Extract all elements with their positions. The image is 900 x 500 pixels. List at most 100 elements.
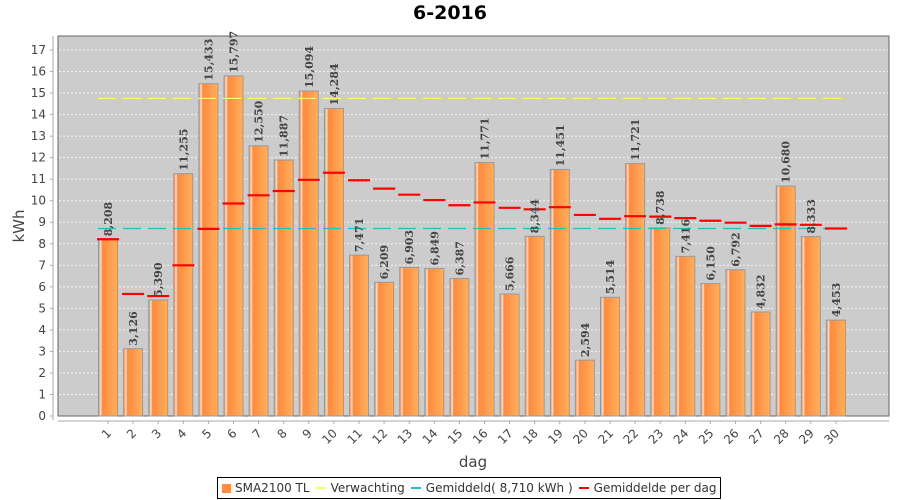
bar-value-label: 11,451 <box>554 124 567 166</box>
bar <box>700 283 721 417</box>
y-axis-label: kWh <box>10 209 28 242</box>
bar <box>298 90 319 417</box>
legend-label: Verwachting <box>330 481 405 495</box>
bar <box>198 83 219 417</box>
x-tick-label: 15 <box>445 426 466 447</box>
bar <box>750 311 771 417</box>
reference-lines <box>98 97 848 230</box>
x-tick-label: 6 <box>224 426 239 441</box>
x-tick-label: 13 <box>395 426 416 447</box>
x-tick-label: 10 <box>319 426 340 447</box>
y-tick-label: 13 <box>31 129 46 143</box>
y-tick-label: 7 <box>38 258 46 272</box>
y-tick-label: 0 <box>38 409 46 423</box>
bar-value-label: 6,209 <box>378 245 391 279</box>
x-tick-label: 25 <box>696 426 717 447</box>
legend-label: Gemiddelde per dag <box>593 481 717 495</box>
y-tick-label: 15 <box>31 86 46 100</box>
y-tick-label: 8 <box>38 237 46 251</box>
bar-value-label: 15,433 <box>202 39 215 81</box>
x-tick-label: 19 <box>545 426 566 447</box>
bar-value-label: 8,738 <box>654 190 667 225</box>
y-tick-label: 16 <box>31 65 46 79</box>
bar-value-label: 5,666 <box>504 256 517 291</box>
x-tick-label: 4 <box>174 426 189 441</box>
daily-average-markers <box>97 171 847 298</box>
bar <box>499 293 520 417</box>
bar <box>549 168 570 417</box>
bar-value-label: 12,550 <box>253 100 266 142</box>
bar <box>123 348 144 417</box>
y-tick-label: 11 <box>31 172 46 186</box>
bar-value-label: 8,333 <box>805 199 818 233</box>
y-tick-label: 5 <box>38 301 46 315</box>
legend-swatch-line <box>315 487 326 489</box>
x-tick-label: 24 <box>671 426 692 447</box>
bar <box>323 107 344 417</box>
bar <box>449 277 470 417</box>
bar <box>474 162 495 417</box>
bar-value-label: 15,797 <box>228 31 241 73</box>
y-tick-label: 17 <box>31 43 46 57</box>
x-tick-label: 9 <box>300 426 315 441</box>
bar <box>399 266 420 417</box>
bar-value-label: 6,849 <box>428 231 441 265</box>
bar <box>650 227 671 417</box>
x-tick-label: 20 <box>570 426 591 447</box>
bar-value-label: 5,514 <box>604 259 617 294</box>
bar <box>524 235 545 417</box>
legend: SMA2100 TL Verwachting Gemiddeld( 8,710 kW… <box>217 477 722 499</box>
legend-item: Gemiddeld( 8,710 kWh ) <box>410 481 573 495</box>
x-tick-label: 14 <box>420 426 441 447</box>
bar-value-label: 2,594 <box>579 322 592 357</box>
x-tick-label: 5 <box>199 426 214 441</box>
bar <box>273 159 294 417</box>
legend-item: Gemiddelde per dag <box>578 481 717 495</box>
bar-value-label: 3,126 <box>127 311 140 346</box>
legend-label: Gemiddeld( 8,710 kWh ) <box>425 481 573 495</box>
x-tick-label: 11 <box>344 426 365 447</box>
y-tick-label: 1 <box>38 387 46 401</box>
bar <box>675 255 696 417</box>
bar <box>725 269 746 417</box>
y-tick-label: 10 <box>31 194 46 208</box>
data-labels: 8,208 3,126 5,390 11,255 15,433 15,797 12,550 1… <box>102 31 843 357</box>
bar-value-label: 11,887 <box>278 115 291 157</box>
legend-swatch-line <box>410 487 421 489</box>
x-tick-label: 26 <box>721 426 742 447</box>
x-tick-label: 12 <box>370 426 391 447</box>
x-tick-label: 1 <box>99 426 114 441</box>
bar <box>98 238 118 417</box>
x-axis-label: dag <box>459 453 487 471</box>
x-tick-label: 29 <box>796 426 817 447</box>
bars <box>98 75 846 417</box>
x-tick-label: 7 <box>249 426 264 441</box>
y-tick-label: 12 <box>31 151 46 165</box>
bar-value-label: 8,344 <box>529 199 542 234</box>
bar <box>625 163 646 417</box>
x-tick-label: 8 <box>275 426 290 441</box>
bar <box>574 359 595 417</box>
bar-value-label: 8,208 <box>102 201 115 236</box>
x-tick-label: 21 <box>595 426 616 447</box>
bar-value-label: 15,094 <box>303 46 316 88</box>
y-tick-label: 4 <box>38 323 46 337</box>
legend-swatch-line <box>578 487 589 489</box>
bar-value-label: 6,903 <box>403 230 416 264</box>
bar <box>800 236 821 417</box>
bar <box>173 173 194 417</box>
bar-value-label: 6,792 <box>730 232 743 266</box>
bar-value-label: 4,453 <box>830 283 843 317</box>
x-tick-label: 30 <box>821 426 842 447</box>
x-tick-label: 22 <box>621 426 642 447</box>
bar-value-label: 6,150 <box>704 246 717 281</box>
bar <box>374 281 395 417</box>
bar-value-label: 7,416 <box>679 219 692 254</box>
bar <box>349 254 369 417</box>
x-tick-label: 3 <box>149 426 164 441</box>
chart-title: 6-2016 <box>413 2 487 24</box>
bar-value-label: 7,471 <box>353 218 366 252</box>
x-tick-label: 17 <box>495 426 516 447</box>
